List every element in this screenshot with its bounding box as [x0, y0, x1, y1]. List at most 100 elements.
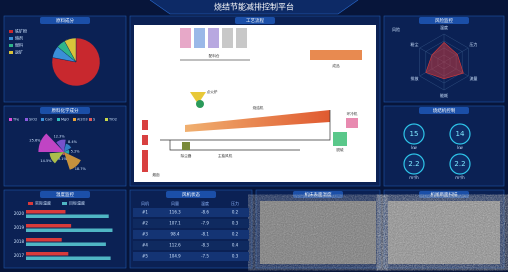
rose-wedge	[62, 152, 65, 156]
y-tick-label: 2017	[14, 253, 25, 258]
title-pill	[419, 191, 469, 198]
cooler	[346, 118, 358, 128]
thermal-texture	[260, 201, 376, 264]
legend-swatch	[9, 37, 13, 40]
legend-swatch	[9, 30, 13, 33]
table-cell: 0.3	[232, 254, 239, 259]
bar	[26, 242, 106, 246]
legend-swatch	[73, 118, 76, 121]
title-pill	[419, 17, 469, 24]
desulfurizer	[333, 132, 347, 146]
table-cell: #4	[142, 243, 148, 248]
panel-titles: 原料成分 原料化学成分 温度监控 工艺流程 风机状态 机床表面温度 风险监控 烧…	[40, 17, 469, 198]
legend-label: TFe	[12, 118, 19, 122]
value-label: 12.3%	[54, 134, 66, 138]
table-cell: #3	[142, 232, 148, 237]
table-cell: -7.9	[201, 221, 209, 226]
table-cell: 116.3	[169, 210, 181, 215]
diagram-label: 除尘器	[181, 153, 192, 158]
diagram-label: 成品	[332, 63, 340, 68]
panel-title: 风险监控	[435, 17, 453, 24]
rose-wedge	[64, 149, 70, 154]
table-cell: -8.6	[201, 210, 209, 215]
diagram-label: 烟囱	[152, 172, 160, 177]
gauge-ring	[449, 123, 471, 145]
gauge-value: 15	[410, 130, 419, 138]
legend-label: 实际温度	[35, 200, 51, 206]
legend-swatch	[41, 118, 44, 121]
panel	[383, 105, 505, 187]
title-pill	[40, 17, 90, 24]
table-header: 风量	[171, 200, 179, 206]
value-label: 3.1%	[58, 157, 68, 161]
value-label: 8.4%	[68, 140, 78, 144]
legend-swatch	[105, 118, 108, 121]
header-bar	[149, 0, 359, 15]
value-label: 25.6%	[29, 138, 41, 142]
diagram-label: 点火炉	[207, 89, 218, 94]
table-header: 压力	[231, 200, 239, 206]
gauge-unit: m³/h	[455, 175, 465, 180]
bar	[26, 252, 69, 256]
bar	[26, 210, 66, 214]
axis-label: 粉尘	[411, 41, 419, 47]
y-tick-label: 2019	[14, 225, 25, 230]
pie-slice	[51, 37, 101, 87]
legend-label: S	[93, 118, 96, 122]
title-pill	[40, 107, 90, 114]
rose-wedge	[64, 143, 72, 152]
legend-label: 目标温度	[69, 200, 85, 206]
legend-label: 返矿	[15, 49, 23, 55]
table-cell: #5	[142, 254, 148, 259]
mixer-drum	[310, 50, 362, 60]
legend-swatch	[9, 118, 12, 121]
legend-swatch	[9, 51, 13, 54]
table-cell: 104.9	[169, 254, 181, 259]
bar	[26, 214, 109, 218]
panel-title: 温度监控	[56, 191, 74, 198]
rose-wedge	[56, 139, 66, 152]
gauge-value: 14	[456, 130, 465, 138]
legend-swatch	[28, 202, 33, 205]
bar	[26, 256, 111, 260]
gauge-unit: kw	[411, 145, 417, 150]
value-label: 5.2%	[71, 150, 81, 154]
table-cell: 107.1	[169, 221, 181, 226]
title-pill	[40, 191, 90, 198]
axis-label: 压力	[469, 41, 477, 47]
hopper	[194, 28, 205, 48]
legend-swatch	[89, 118, 92, 121]
legend-label: SiO2	[29, 118, 37, 122]
diagram-label: 脱硫	[336, 147, 344, 152]
process-diagram: 配料仓 点火炉 烧结机 主抽风机 除尘器 烟囱 脱硫 环冷机 成品	[134, 25, 376, 182]
title-pill	[235, 17, 275, 24]
gauge-value: 2.2	[454, 160, 465, 168]
panel-title: 机床表面温度	[305, 191, 332, 198]
table-cell: 98.4	[171, 232, 180, 237]
table-cell: -8.1	[201, 232, 209, 237]
rose-wedge	[64, 152, 81, 170]
table-row	[133, 208, 249, 217]
hopper	[208, 28, 219, 48]
gauge-ring	[403, 153, 425, 175]
title-pill	[166, 191, 216, 198]
hopper	[222, 28, 233, 48]
table-cell: -7.5	[201, 254, 209, 259]
page-title: 烧结节能减排控制平台	[214, 2, 294, 12]
pie-slice	[64, 37, 77, 63]
dust-collector	[182, 142, 190, 150]
table-cell: 0.4	[232, 243, 239, 248]
table-cell: #2	[142, 221, 148, 226]
panel-title: 工艺流程	[246, 17, 264, 24]
table-row	[133, 230, 249, 239]
legend-label: MgO	[61, 118, 69, 122]
title-pill	[293, 191, 343, 198]
bar	[26, 224, 72, 228]
legend-label: TiO2	[108, 118, 117, 122]
gauge-unit: kw	[457, 145, 463, 150]
panel-title: 原料化学成分	[52, 107, 79, 114]
axis-label: 温度	[440, 24, 448, 30]
table-cell: 0.2	[232, 232, 239, 237]
scan-texture	[388, 201, 500, 264]
